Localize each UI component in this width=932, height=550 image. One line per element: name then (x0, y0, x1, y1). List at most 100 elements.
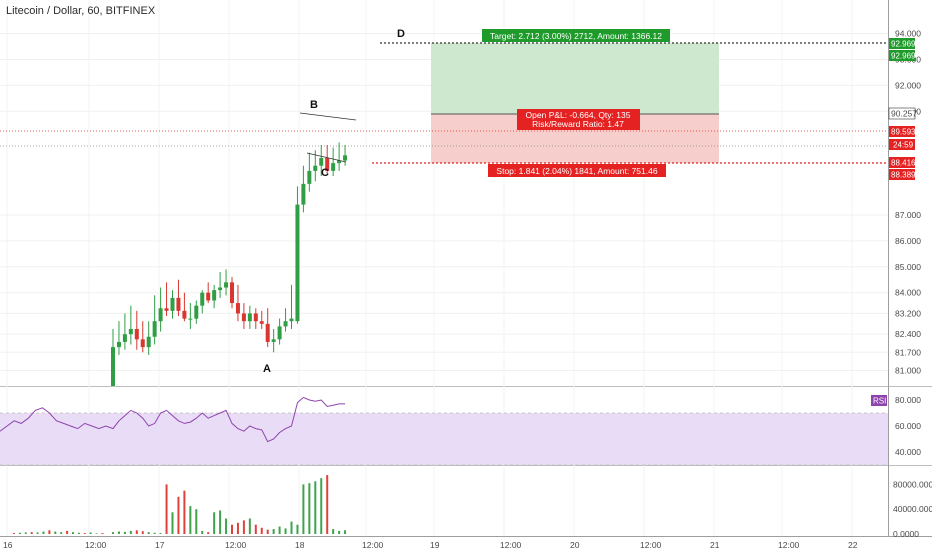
price-axis: 94.00093.00092.00091.00087.00086.00085.0… (895, 29, 921, 376)
candle (111, 328, 115, 386)
rsi-band (0, 413, 888, 465)
time-tick-label: 12:00 (225, 540, 247, 550)
svg-text:24:59: 24:59 (893, 141, 914, 150)
volume-bar (141, 531, 144, 534)
volume-bar (54, 531, 57, 534)
candle (241, 303, 246, 329)
volume-bar (48, 530, 51, 534)
svg-text:Stop: 1.841 (2.04%) 1841, Amou: Stop: 1.841 (2.04%) 1841, Amount: 751.46 (496, 166, 657, 176)
volume-bar (18, 532, 21, 534)
pattern-label-a: A (263, 363, 271, 375)
volume-bar (207, 532, 210, 534)
volume-bar (135, 530, 138, 534)
candle (182, 292, 187, 322)
candle (307, 152, 312, 192)
pattern-label-d: D (397, 28, 405, 40)
volume-bar (332, 529, 335, 534)
volume-bar (231, 524, 233, 534)
volume-bar (101, 533, 104, 534)
price-tick-label: 81.000 (895, 365, 921, 375)
volume-bar (117, 531, 120, 534)
price-tick-label: 87.000 (895, 210, 921, 220)
price-tag-stop-b: 88.389 (889, 169, 916, 180)
rsi-indicator (0, 396, 888, 466)
candles (111, 142, 348, 386)
time-tick-label: 12:00 (362, 540, 384, 550)
rsi-axis: 80.000 60.000 40.000 (895, 395, 921, 457)
volume-bar (77, 532, 80, 534)
svg-text:RSI: RSI (873, 397, 886, 406)
rsi-line (0, 396, 346, 443)
volume-bar (213, 512, 216, 534)
svg-text:90.257: 90.257 (891, 109, 917, 119)
flag-lines (299, 112, 357, 163)
candle (259, 310, 264, 329)
svg-text:92.969: 92.969 (891, 52, 916, 61)
volume-bar (219, 510, 222, 534)
time-tick-label: 12:00 (640, 540, 662, 550)
candle (313, 150, 318, 182)
time-tick-label: 18 (295, 540, 305, 550)
volume-bar (278, 526, 281, 534)
volume-bar (95, 533, 98, 534)
svg-text:Risk/Reward Ratio: 1.47: Risk/Reward Ratio: 1.47 (532, 119, 624, 129)
candle (212, 284, 217, 309)
candle (218, 271, 223, 298)
candle (170, 290, 175, 319)
price-tick-label: 83.200 (895, 308, 921, 318)
volume-bar (290, 521, 293, 534)
volume-bar (129, 530, 132, 534)
stop-label[interactable]: Stop: 1.841 (2.04%) 1841, Amount: 751.46 (488, 164, 666, 177)
candle (116, 321, 121, 355)
candle (331, 147, 336, 177)
candle (343, 144, 348, 166)
rsi-tick-label: 40.000 (895, 447, 921, 457)
candle (194, 300, 199, 324)
volume-bar (225, 518, 228, 534)
candle (271, 328, 276, 353)
volume-bar (195, 509, 198, 534)
time-tick-label: 20 (570, 540, 580, 550)
volume-panel[interactable] (0, 466, 888, 536)
price-tag-stop-a: 88.416 (889, 157, 916, 168)
volume-bar (112, 532, 114, 534)
volume-tick-label: 40000.0000 (893, 504, 932, 514)
volume-bar (147, 532, 150, 534)
candle (224, 269, 229, 296)
candle (289, 284, 294, 329)
candle (206, 282, 211, 304)
volume-bar (36, 532, 39, 534)
volume-bar (242, 520, 245, 534)
candle (325, 144, 330, 174)
rsi-badge[interactable]: RSI (871, 395, 887, 406)
pnl-label[interactable]: Open P&L: -0.664, Qty: 135 Risk/Reward R… (517, 109, 640, 130)
volume-bar (260, 527, 263, 534)
candle (301, 165, 306, 213)
price-tick-label: 85.000 (895, 262, 921, 272)
candle (122, 313, 127, 350)
time-tick-label: 19 (430, 540, 440, 550)
candle (295, 186, 300, 324)
volume-tick-label: 80000.0000 (893, 479, 932, 489)
price-tag-target-b: 92.969 (889, 50, 916, 61)
candle (200, 290, 205, 314)
time-tick-label: 21 (710, 540, 720, 550)
svg-text:Open P&L: -0.664, Qty: 135: Open P&L: -0.664, Qty: 135 (526, 110, 631, 120)
volume-bar (266, 529, 269, 534)
price-tag-countdown: 24:59 (889, 139, 915, 150)
time-tick-label: 12:00 (500, 540, 522, 550)
volume-bar (344, 530, 347, 534)
time-axis: 16 12:00 17 12:00 18 12:00 19 12:00 20 12:00 21 12:… (3, 540, 858, 550)
chart-title: Litecoin / Dollar, 60, BITFINEX (6, 5, 156, 17)
candle (319, 144, 324, 177)
volume-bar (338, 530, 341, 534)
candle (158, 287, 163, 332)
pattern-label-b: B (310, 99, 318, 111)
target-label[interactable]: Target: 2.712 (3.00%) 2712, Amount: 1366… (482, 29, 670, 42)
candle (247, 305, 252, 329)
volume-bar (201, 530, 204, 534)
candle (140, 321, 145, 353)
time-tick-label: 12:00 (85, 540, 107, 550)
price-tag-current: 90.257 (888, 107, 917, 120)
